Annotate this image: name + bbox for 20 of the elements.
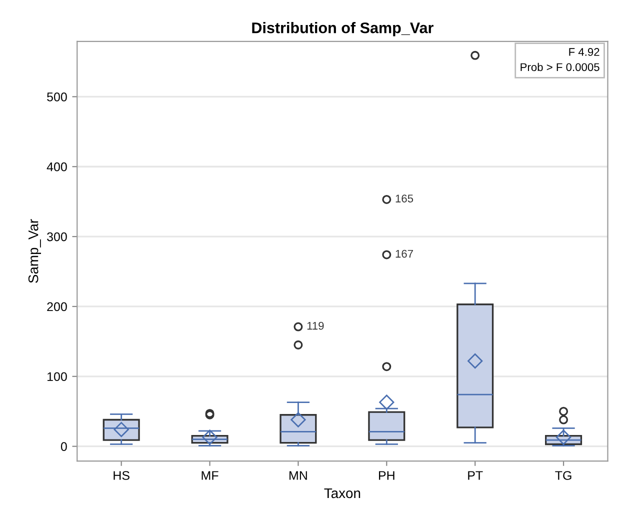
y-tick-label: 0: [60, 442, 67, 451]
annotation: 165: [396, 194, 414, 202]
annotation: 119: [307, 322, 324, 330]
y-tick-label: 400: [46, 162, 67, 172]
x-axis-title: Taxon: [324, 488, 360, 498]
x-tick-label: MN: [290, 471, 307, 480]
annotation: 167: [396, 250, 413, 258]
x-tick-label: MF: [202, 471, 218, 480]
annotation: F 4.92: [569, 48, 600, 56]
x-tick-label: TG: [555, 471, 572, 480]
y-tick-label: 300: [47, 232, 67, 242]
y-tick-label: 500: [47, 92, 67, 102]
chart-title: Distribution of Samp_Var: [252, 22, 434, 36]
y-tick-label: 100: [48, 372, 67, 382]
y-axis-title: Samp_Var: [28, 219, 41, 283]
annotation: Prob > F 0.0005: [520, 62, 600, 72]
y-tick-label: 200: [47, 302, 67, 312]
x-tick-label: PT: [468, 471, 483, 480]
x-tick-label: HS: [114, 471, 130, 480]
x-tick-label: PH: [378, 471, 394, 480]
